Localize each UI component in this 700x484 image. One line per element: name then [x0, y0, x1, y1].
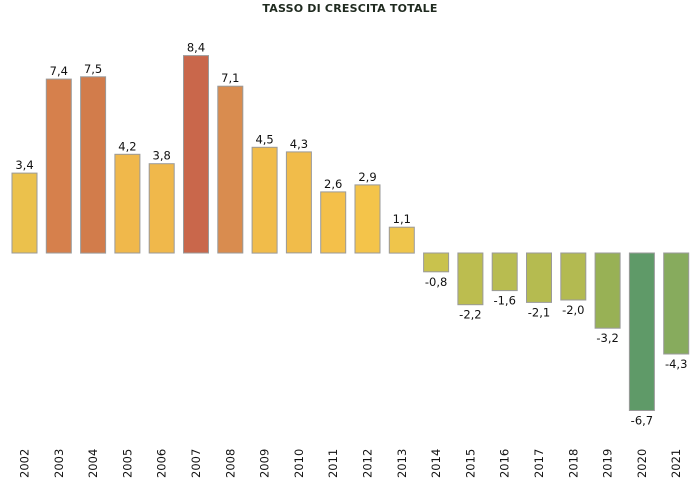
- bar-2009: [251, 146, 278, 254]
- bar-2016: [491, 252, 518, 292]
- x-tick-label-2008: 2008: [223, 449, 237, 478]
- value-label-2002: 3,4: [15, 158, 33, 172]
- x-tick-label-2015: 2015: [463, 449, 477, 478]
- bar-2003: [45, 78, 72, 254]
- x-tick-label-2010: 2010: [292, 449, 306, 478]
- x-tick-label-2014: 2014: [429, 449, 443, 478]
- x-tick-label-2012: 2012: [361, 449, 375, 478]
- bar-2019: [594, 252, 621, 329]
- bar-2010: [285, 151, 312, 254]
- bar-2011: [320, 191, 347, 254]
- value-label-2020: -6,7: [631, 414, 653, 428]
- value-label-2005: 4,2: [118, 139, 136, 153]
- bar-2006: [148, 163, 175, 254]
- x-tick-label-2004: 2004: [86, 449, 100, 478]
- x-tick-label-2019: 2019: [601, 449, 615, 478]
- bar-2021: [663, 252, 690, 355]
- bar-2012: [354, 184, 381, 254]
- value-label-2003: 7,4: [50, 64, 68, 78]
- bar-2014: [423, 252, 450, 273]
- bar-2002: [11, 172, 38, 254]
- value-label-2013: 1,1: [393, 212, 411, 226]
- value-label-2009: 4,5: [255, 132, 273, 146]
- value-label-2006: 3,8: [153, 149, 171, 163]
- bar-2015: [457, 252, 484, 306]
- value-label-2014: -0,8: [425, 275, 447, 289]
- bars-group: [11, 55, 690, 411]
- x-tick-label-2006: 2006: [155, 449, 169, 478]
- bar-2008: [217, 85, 244, 254]
- value-label-2019: -3,2: [596, 331, 618, 345]
- x-tick-label-2002: 2002: [18, 449, 32, 478]
- value-label-2007: 8,4: [187, 41, 205, 55]
- x-tick-labels-group: 2002 2003 2004 2005 2006 2007 2008 2009 2010 2011…: [18, 449, 684, 478]
- value-label-2008: 7,1: [221, 71, 239, 85]
- x-tick-label-2020: 2020: [635, 449, 649, 478]
- value-label-2010: 4,3: [290, 137, 308, 151]
- x-tick-label-2011: 2011: [326, 449, 340, 478]
- x-tick-label-2005: 2005: [120, 449, 134, 478]
- x-tick-label-2003: 2003: [52, 449, 66, 478]
- x-tick-label-2009: 2009: [258, 449, 272, 478]
- value-labels-group: 3,4 7,4 7,5 4,2 3,8 8,4 7,1 4,5 4,3 2,6 2,9 1,1 -0,8…: [15, 41, 687, 428]
- x-tick-label-2021: 2021: [669, 449, 683, 478]
- bar-2007: [183, 55, 209, 254]
- value-label-2018: -2,0: [562, 303, 584, 317]
- bar-2013: [388, 226, 415, 254]
- bar-2017: [526, 252, 552, 303]
- value-label-2011: 2,6: [324, 177, 342, 191]
- value-label-2017: -2,1: [528, 305, 550, 319]
- value-label-2021: -4,3: [665, 357, 687, 371]
- x-tick-label-2017: 2017: [532, 449, 546, 478]
- bar-2004: [80, 76, 107, 254]
- bar-2020: [628, 252, 655, 411]
- value-label-2015: -2,2: [459, 308, 481, 322]
- x-tick-label-2018: 2018: [566, 449, 580, 478]
- bar-2005: [114, 153, 141, 254]
- x-tick-label-2007: 2007: [189, 449, 203, 478]
- value-label-2004: 7,5: [84, 62, 102, 76]
- value-label-2012: 2,9: [358, 170, 376, 184]
- chart-title: TASSO DI CRESCITA TOTALE: [262, 2, 438, 15]
- bar-2018: [560, 252, 587, 301]
- x-tick-label-2013: 2013: [395, 449, 409, 478]
- value-label-2016: -1,6: [493, 294, 515, 308]
- x-tick-label-2016: 2016: [498, 449, 512, 478]
